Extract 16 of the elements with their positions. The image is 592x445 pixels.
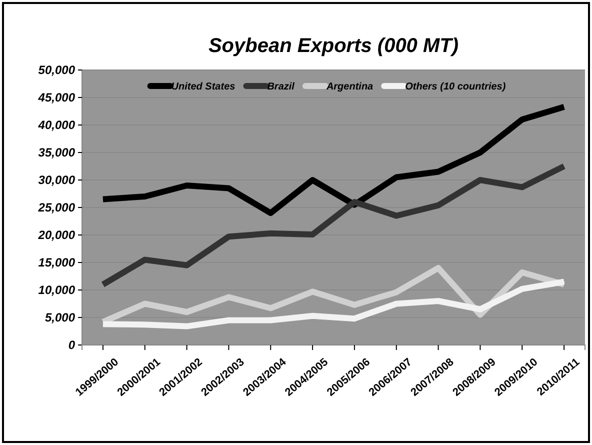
y-tick-label: 45,000 [37,90,76,104]
y-tick-label: 0 [68,338,76,352]
legend-label: Argentina [325,82,374,92]
y-tick-label: 50,000 [38,62,76,77]
y-tick-label: 15,000 [38,255,76,270]
y-tick-label: 10,000 [38,282,76,297]
legend-label: Brazil [267,82,295,92]
y-tick-label: 30,000 [38,172,76,187]
y-tick-label: 20,000 [37,228,76,242]
y-tick-label: 25,000 [37,200,76,214]
legend-label: United States [171,82,236,92]
y-tick-label: 5,000 [44,310,76,324]
legend-label: Others (10 countries) [405,82,506,92]
y-tick-label: 40,000 [37,118,76,132]
chart-title: Soybean Exports (000 MT) [208,35,459,57]
y-tick-label: 35,000 [38,145,76,160]
